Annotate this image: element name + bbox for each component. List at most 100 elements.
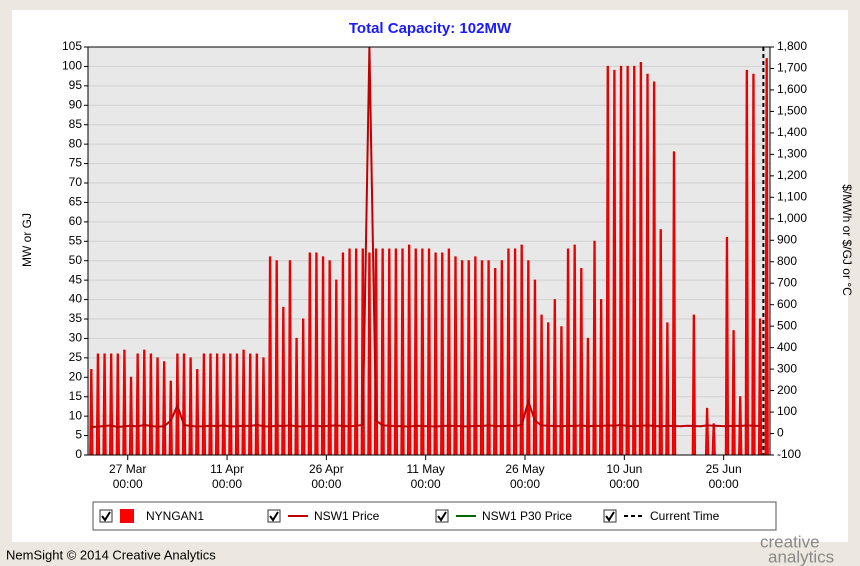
generation-spike <box>440 252 445 455</box>
generation-spike <box>704 407 710 455</box>
generation-spike <box>241 349 246 455</box>
legend-label: NSW1 P30 Price <box>482 509 572 523</box>
generation-spike <box>612 69 617 455</box>
generation-spike <box>287 260 293 455</box>
y-tick-label: 65 <box>69 195 83 209</box>
generation-spike <box>234 353 240 455</box>
generation-spike <box>526 260 531 455</box>
y2-tick-label: 500 <box>777 318 797 332</box>
y-tick-label: 45 <box>69 272 83 286</box>
generation-spike <box>155 357 160 455</box>
y2-tick-label: 1,700 <box>777 61 807 75</box>
generation-spike <box>632 65 637 455</box>
legend-check <box>269 511 279 522</box>
generation-spike <box>565 248 571 455</box>
y2-tick-label: -100 <box>777 447 801 461</box>
generation-spike <box>354 248 359 455</box>
y2-tick-label: 1,400 <box>777 125 807 139</box>
y2-tick-label: 400 <box>777 340 797 354</box>
legend-check <box>605 511 615 522</box>
generation-spike <box>665 322 670 455</box>
generation-spike <box>751 73 756 455</box>
x-tick-label: 26 Apr 00:00 <box>309 462 344 491</box>
generation-spike <box>181 353 187 455</box>
generation-spike <box>102 353 107 455</box>
generation-spike <box>148 353 154 455</box>
generation-spike <box>367 252 372 455</box>
generation-spike <box>208 353 213 455</box>
generation-spike <box>473 256 478 455</box>
y-tick-label: 55 <box>69 233 83 247</box>
generation-spike <box>691 314 697 455</box>
generation-spike <box>214 353 220 455</box>
generation-spike <box>764 58 769 455</box>
generation-spike <box>479 260 485 455</box>
y2-tick-label: 1,800 <box>777 39 807 53</box>
generation-spike <box>585 337 591 455</box>
generation-spike <box>201 353 207 455</box>
generation-spike <box>519 244 524 455</box>
y2-tick-label: 800 <box>777 254 797 268</box>
y-axis-label: MW or GJ <box>20 213 34 267</box>
generation-spike <box>420 248 425 455</box>
generation-spike <box>552 299 557 455</box>
generation-spike <box>546 322 551 455</box>
y2-tick-label: 900 <box>777 232 797 246</box>
generation-spike <box>532 279 538 455</box>
generation-spike <box>168 380 173 455</box>
generation-spike <box>651 81 657 455</box>
generation-spike <box>506 248 511 455</box>
generation-spike <box>320 256 326 455</box>
generation-spike <box>598 299 604 455</box>
y2-tick-label: 300 <box>777 361 797 375</box>
generation-spike <box>579 267 584 455</box>
generation-spike <box>559 326 564 455</box>
y-tick-label: 15 <box>69 389 83 403</box>
price-line <box>91 47 761 429</box>
generation-spike <box>406 244 412 455</box>
generation-spike <box>115 353 120 455</box>
y-tick-label: 30 <box>69 331 83 345</box>
generation-spike <box>499 260 504 455</box>
y2-tick-label: 1,300 <box>777 147 807 161</box>
generation-spike <box>334 279 339 455</box>
generation-spike <box>605 65 610 455</box>
legend-label: NSW1 Price <box>314 509 380 523</box>
generation-spike <box>347 248 352 455</box>
generation-spike <box>248 353 253 455</box>
generation-spike <box>453 256 458 455</box>
legend-swatch <box>120 509 134 523</box>
generation-spike <box>658 229 663 455</box>
generation-spike <box>400 248 405 455</box>
y-tick-label: 105 <box>62 39 82 53</box>
y2-tick-label: 1,500 <box>777 104 807 118</box>
x-tick-label: 11 Apr 00:00 <box>210 462 244 491</box>
generation-spike <box>393 248 399 455</box>
x-tick-label: 11 May 00:00 <box>406 462 445 491</box>
x-tick-label: 10 Jun 00:00 <box>606 462 643 491</box>
generation-spike <box>625 65 630 455</box>
generation-spike <box>314 252 319 455</box>
y2-tick-label: 1,000 <box>777 211 807 225</box>
generation-spike <box>387 248 392 455</box>
y-tick-label: 5 <box>75 428 82 442</box>
generation-spike <box>466 260 471 455</box>
y-tick-label: 50 <box>69 253 83 267</box>
legend-check <box>101 511 111 522</box>
generation-spike <box>195 369 200 455</box>
y-tick-label: 75 <box>69 156 83 170</box>
generation-spike <box>188 357 193 455</box>
generation-spike <box>122 349 127 455</box>
generation-spike <box>446 248 452 455</box>
y-tick-label: 90 <box>69 97 83 111</box>
footer: NemSight © 2014 Creative Analytics <box>6 547 216 562</box>
generation-spike <box>426 248 432 455</box>
generation-spike <box>592 240 597 455</box>
generation-spike <box>459 260 465 455</box>
generation-spike <box>433 252 438 455</box>
plot-marks <box>89 47 769 455</box>
generation-spike <box>486 260 491 455</box>
legend-box <box>92 501 777 531</box>
